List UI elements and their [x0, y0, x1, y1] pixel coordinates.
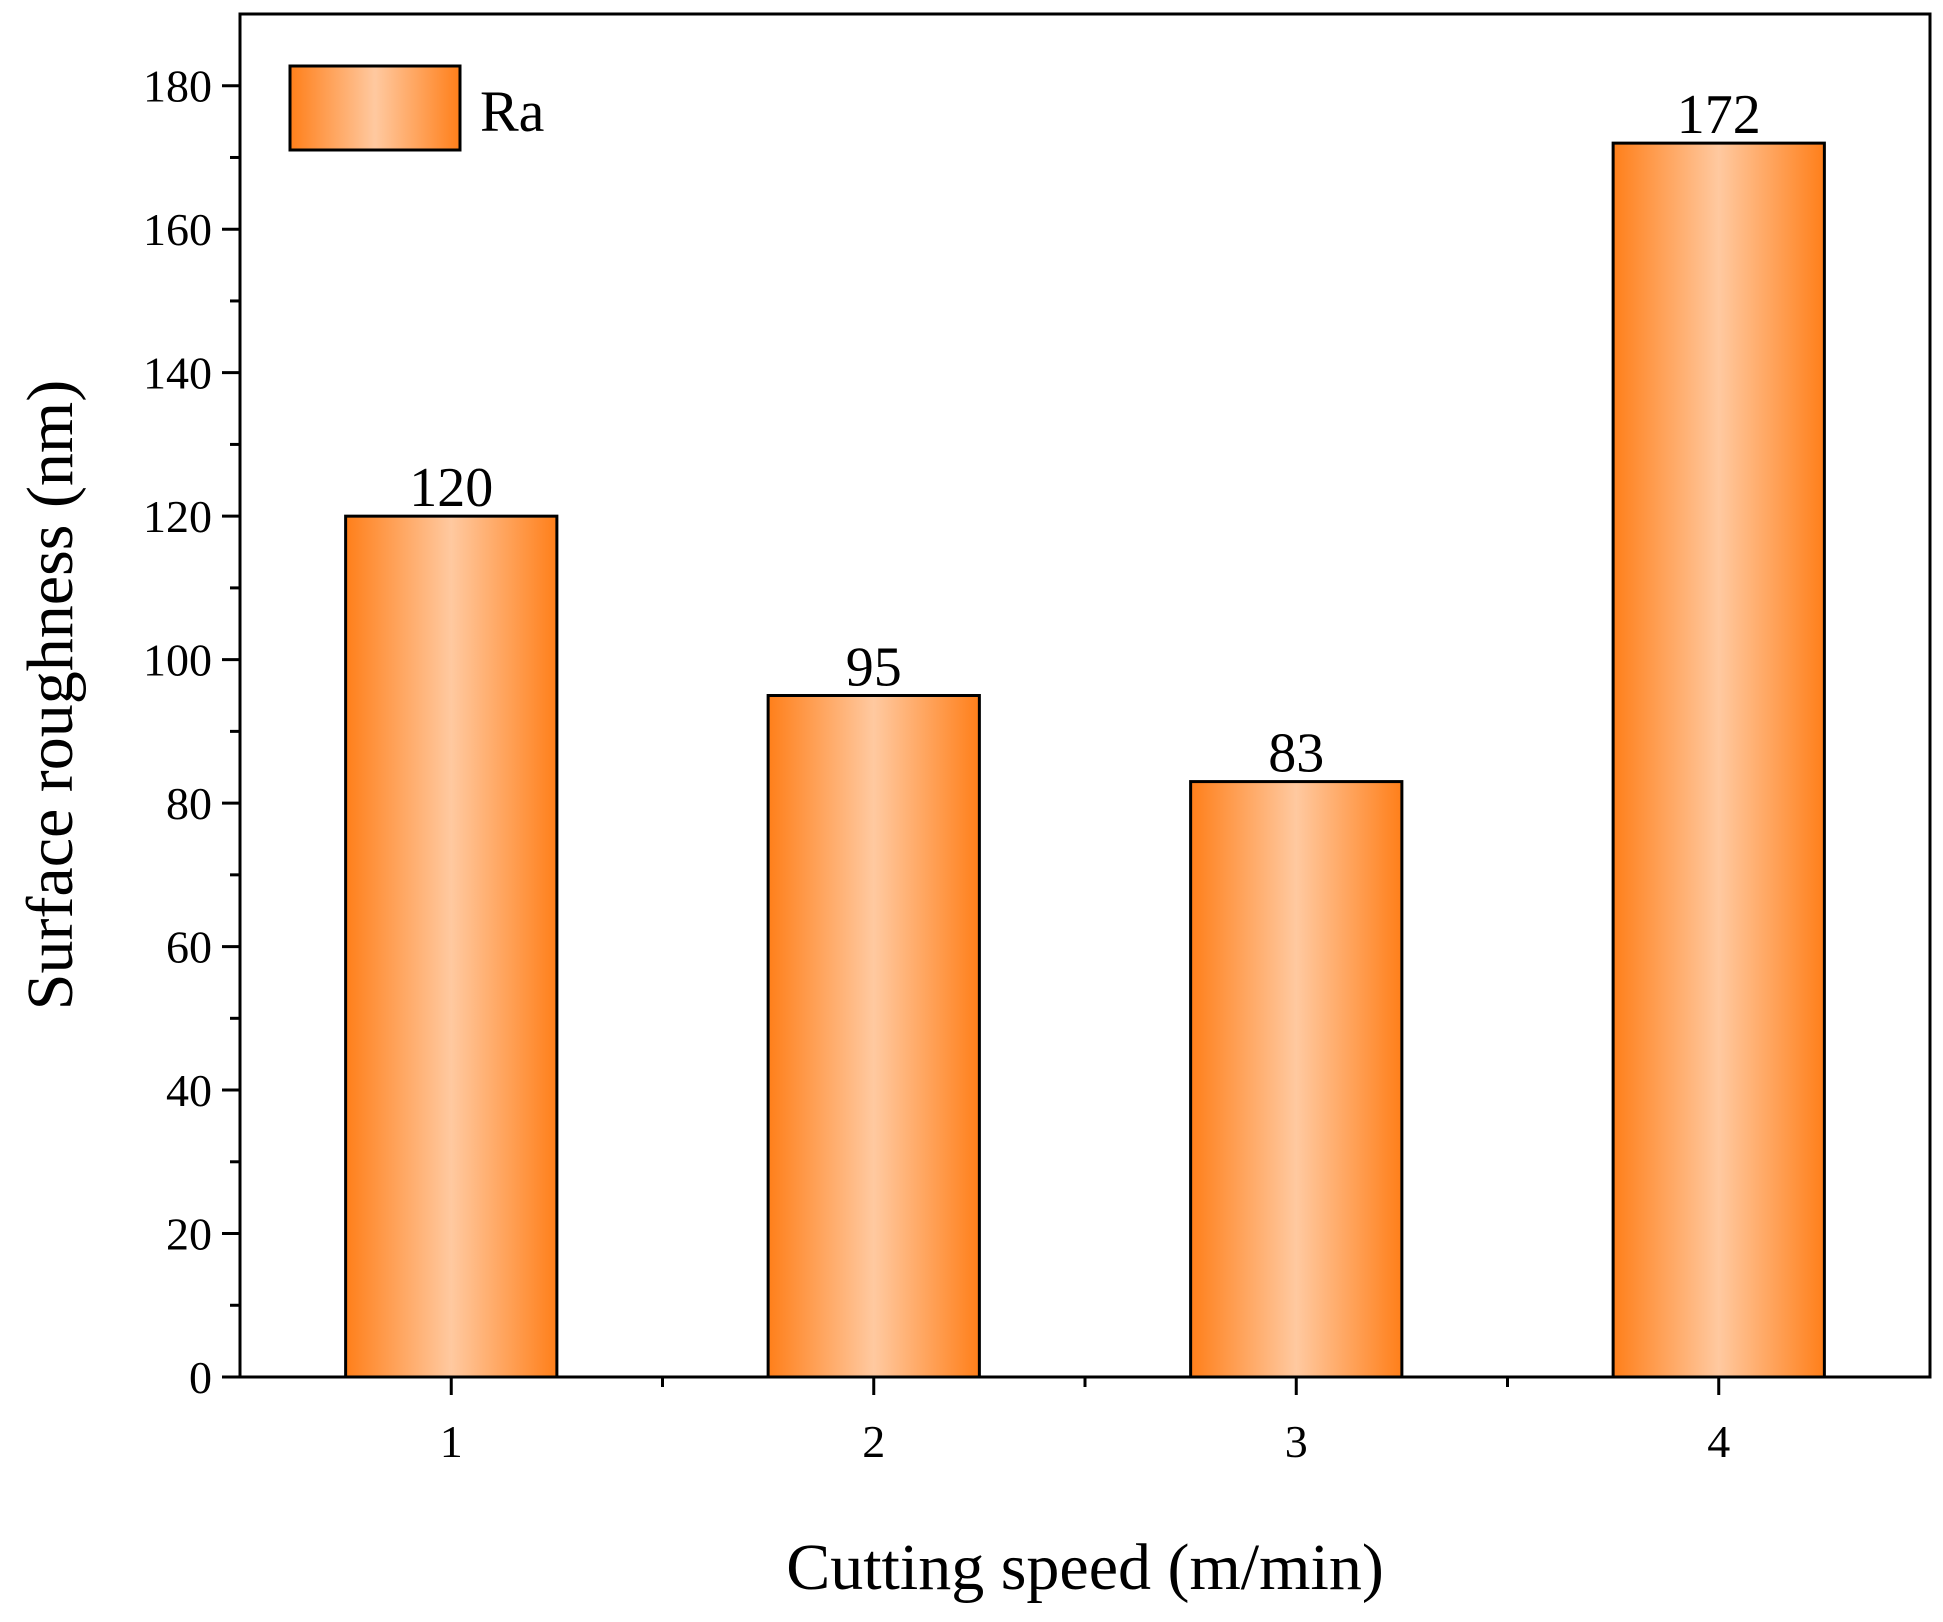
y-tick-label: 180: [143, 61, 212, 112]
legend-label[interactable]: Ra: [480, 79, 544, 144]
x-tick-label: 3: [1285, 1416, 1308, 1467]
y-tick-label: 140: [143, 348, 212, 399]
bar-value-label: 83: [1268, 723, 1324, 785]
x-tick-label: 4: [1707, 1416, 1730, 1467]
y-tick-label: 80: [166, 778, 212, 829]
bars: [344, 141, 1826, 1379]
bar[interactable]: [766, 694, 981, 1379]
y-axis: 0 20 40 60 80 100 120 140 160 180: [143, 61, 240, 1403]
legend: Ra: [288, 64, 544, 152]
bar[interactable]: [1611, 141, 1826, 1379]
y-axis-title: Surface roughness (nm): [14, 380, 87, 1010]
x-axis-title: Cutting speed (m/min): [786, 1531, 1384, 1604]
y-tick-label: 160: [143, 204, 212, 255]
legend-swatch: [288, 64, 462, 152]
bar[interactable]: [1189, 780, 1404, 1379]
x-tick-label: 1: [440, 1416, 463, 1467]
bar-value-label: 120: [409, 457, 493, 519]
x-tick-label: 2: [862, 1416, 885, 1467]
y-tick-label: 40: [166, 1065, 212, 1116]
bar-value-label: 95: [846, 637, 902, 699]
data-labels: 120 95 83 172: [409, 84, 1761, 784]
bar-value-label: 172: [1677, 84, 1761, 146]
bar[interactable]: [344, 514, 559, 1379]
y-tick-label: 120: [143, 491, 212, 542]
y-tick-label: 100: [143, 635, 212, 686]
x-axis: 1 2 3 4: [440, 1377, 1730, 1467]
y-tick-label: 20: [166, 1209, 212, 1260]
y-tick-label: 60: [166, 922, 212, 973]
y-tick-label: 0: [189, 1352, 212, 1403]
